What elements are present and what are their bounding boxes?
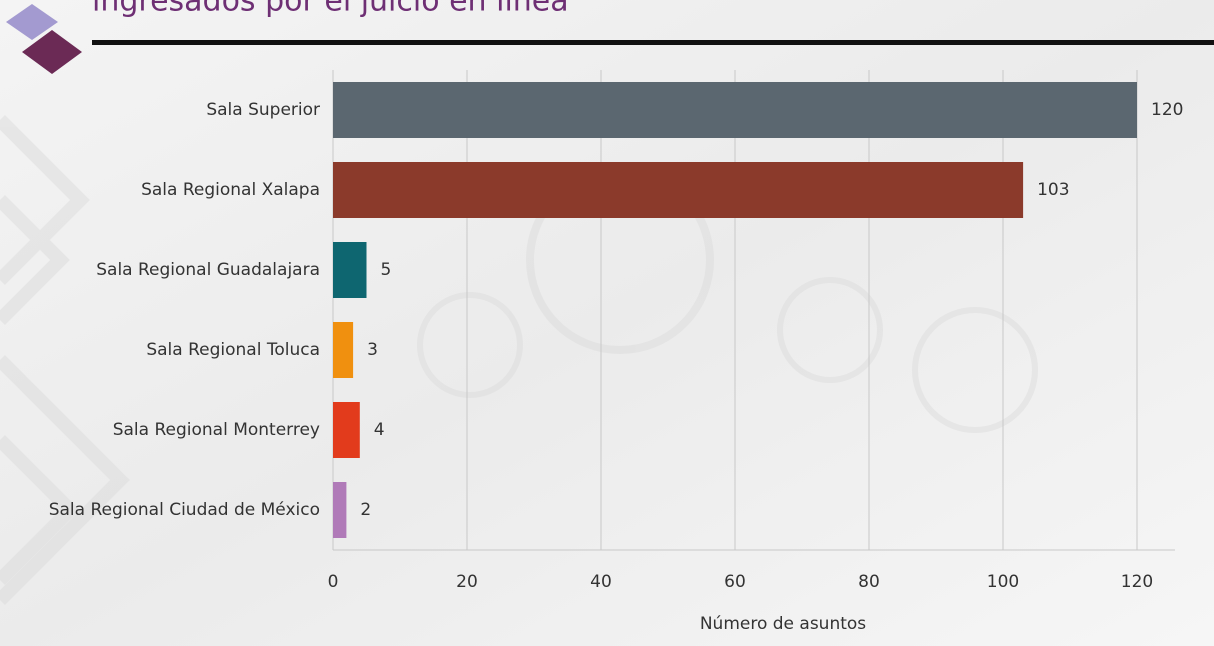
bar bbox=[333, 402, 360, 458]
value-label: 3 bbox=[367, 340, 378, 360]
x-axis-label: Número de asuntos bbox=[700, 614, 866, 634]
y-tick-label: Sala Regional Xalapa bbox=[141, 180, 320, 200]
bar bbox=[333, 482, 346, 538]
x-tick-label: 80 bbox=[858, 572, 880, 592]
value-label: 2 bbox=[360, 500, 371, 520]
bar bbox=[333, 82, 1137, 138]
value-label: 103 bbox=[1037, 180, 1069, 200]
chart: ingresados por el juicio en línea Número… bbox=[0, 0, 1214, 646]
y-tick-label: Sala Superior bbox=[206, 100, 320, 120]
value-label: 120 bbox=[1151, 100, 1183, 120]
x-tick-label: 100 bbox=[987, 572, 1019, 592]
x-tick-label: 0 bbox=[328, 572, 339, 592]
y-tick-label: Sala Regional Ciudad de México bbox=[49, 500, 320, 520]
bar bbox=[333, 162, 1023, 218]
x-tick-label: 60 bbox=[724, 572, 746, 592]
y-tick-label: Sala Regional Monterrey bbox=[113, 420, 320, 440]
y-tick-label: Sala Regional Guadalajara bbox=[96, 260, 320, 280]
bar bbox=[333, 322, 353, 378]
value-label: 4 bbox=[374, 420, 385, 440]
x-tick-label: 20 bbox=[456, 572, 478, 592]
x-tick-label: 120 bbox=[1121, 572, 1153, 592]
y-tick-label: Sala Regional Toluca bbox=[146, 340, 320, 360]
chart-title: ingresados por el juicio en línea bbox=[92, 0, 569, 19]
value-label: 5 bbox=[381, 260, 392, 280]
title-rule bbox=[92, 40, 1214, 45]
bar bbox=[333, 242, 367, 298]
x-tick-label: 40 bbox=[590, 572, 612, 592]
